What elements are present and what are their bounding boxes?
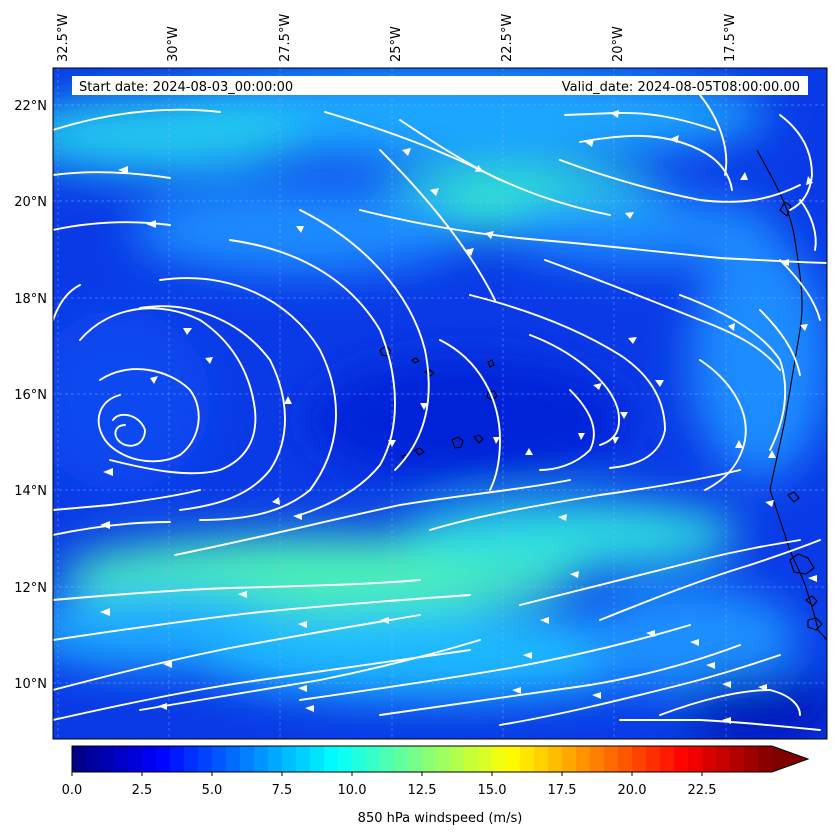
lon-label: 27.5°W	[278, 14, 293, 62]
colorbar-segment	[534, 746, 549, 772]
colorbar-segment	[366, 746, 381, 772]
colorbar-segment	[226, 746, 241, 772]
coast-detail	[779, 201, 800, 503]
colorbar-segment	[660, 746, 675, 772]
colorbar-outline	[71, 745, 810, 773]
colorbar-segment	[464, 746, 479, 772]
colorbar-segment	[688, 746, 703, 772]
lon-label: 22.5°W	[500, 14, 515, 62]
colorbar-segment	[590, 746, 605, 772]
colorbar-tick-label: 5.0	[202, 783, 223, 798]
colorbar-segment	[730, 746, 745, 772]
colorbar-ticks: 0.0 2.5 5.0 7.5 10.0 12.5 15.0 17.5 20.0 22.5	[62, 772, 717, 798]
colorbar-segment	[352, 746, 367, 772]
colorbar-segment	[240, 746, 255, 772]
colorbar-segment	[548, 746, 563, 772]
colorbar-tick-label: 7.5	[272, 783, 293, 798]
colorbar-extend-max	[772, 746, 808, 772]
lat-label: 18°N	[14, 292, 47, 307]
colorbar-segment	[758, 746, 773, 772]
lon-label: 32.5°W	[56, 14, 71, 62]
colorbar-segment	[604, 746, 619, 772]
colorbar-segment	[114, 746, 129, 772]
lat-label: 20°N	[14, 195, 47, 210]
colorbar-tick-label: 0.0	[62, 783, 83, 798]
colorbar-segment	[198, 746, 213, 772]
colorbar-segment	[478, 746, 493, 772]
colorbar-segment	[492, 746, 507, 772]
windspeed-field	[53, 70, 827, 739]
colorbar-tick-label: 12.5	[408, 783, 437, 798]
lon-label: 20°W	[611, 26, 626, 62]
colorbar-segment	[450, 746, 465, 772]
colorbar-segment	[506, 746, 521, 772]
colorbar-segment	[72, 746, 87, 772]
valid-date-label: Valid_date: 2024-08-05T08:00:00.00	[562, 80, 800, 95]
colorbar-segment	[254, 746, 269, 772]
colorbar-segment	[576, 746, 591, 772]
colorbar-segment	[422, 746, 437, 772]
colorbar-segment	[716, 746, 731, 772]
colorbar-segment	[408, 746, 423, 772]
colorbar-segment	[310, 746, 325, 772]
colorbar-segment	[646, 746, 661, 772]
colorbar-segment	[142, 746, 157, 772]
colorbar-segment	[394, 746, 409, 772]
colorbar-segment	[702, 746, 717, 772]
colorbar-segment	[282, 746, 297, 772]
colorbar-segment	[618, 746, 633, 772]
lon-label: 25°W	[389, 26, 404, 62]
colorbar-tick-label: 10.0	[338, 783, 367, 798]
longitude-labels: 32.5°W 30°W 27.5°W 25°W 22.5°W 20°W 17.5…	[56, 14, 738, 62]
start-date-label: Start date: 2024-08-03_00:00:00	[79, 80, 293, 95]
colorbar-segment	[128, 746, 143, 772]
coastlines	[379, 149, 827, 641]
colorbar-segment	[184, 746, 199, 772]
colorbar-segment	[268, 746, 283, 772]
colorbar-segment	[212, 746, 227, 772]
africa-coastline	[756, 149, 827, 641]
lon-label: 17.5°W	[723, 14, 738, 62]
map-panel	[53, 68, 827, 739]
lat-label: 12°N	[14, 581, 47, 596]
colorbar-segment	[324, 746, 339, 772]
colorbar-tick-label: 15.0	[478, 783, 507, 798]
lat-label: 16°N	[14, 388, 47, 403]
colorbar-tick-label: 2.5	[132, 783, 153, 798]
colorbar-segment	[436, 746, 451, 772]
colorbar-segment	[338, 746, 353, 772]
colorbar-tick-label: 20.0	[618, 783, 647, 798]
cape-verde-islands	[379, 345, 498, 460]
colorbar-segment	[380, 746, 395, 772]
west-african-islands	[789, 553, 823, 631]
colorbar-tick-label: 17.5	[548, 783, 577, 798]
gridlines	[53, 68, 827, 739]
lat-label: 10°N	[14, 677, 47, 692]
colorbar-segment	[562, 746, 577, 772]
colorbar-segment	[296, 746, 311, 772]
colorbar-segment	[170, 746, 185, 772]
lat-label: 22°N	[14, 99, 47, 114]
lat-label: 14°N	[14, 484, 47, 499]
colorbar: 0.0 2.5 5.0 7.5 10.0 12.5 15.0 17.5 20.0 22.5 850…	[62, 745, 810, 826]
colorbar-segment	[744, 746, 759, 772]
latitude-labels: 22°N 20°N 18°N 16°N 14°N 12°N 10°N	[14, 99, 47, 692]
streamlines	[53, 94, 827, 731]
colorbar-segment	[674, 746, 689, 772]
colorbar-segments	[72, 746, 808, 772]
colorbar-segment	[632, 746, 647, 772]
colorbar-segment	[100, 746, 115, 772]
colorbar-tick-label: 22.5	[688, 783, 717, 798]
colorbar-label: 850 hPa windspeed (m/s)	[358, 811, 523, 826]
colorbar-segment	[156, 746, 171, 772]
colorbar-segment	[520, 746, 535, 772]
streamline-arrows	[100, 110, 817, 724]
date-info-bar	[72, 76, 808, 95]
map-frame	[52, 67, 828, 740]
colorbar-segment	[86, 746, 101, 772]
lon-label: 30°W	[166, 26, 181, 62]
